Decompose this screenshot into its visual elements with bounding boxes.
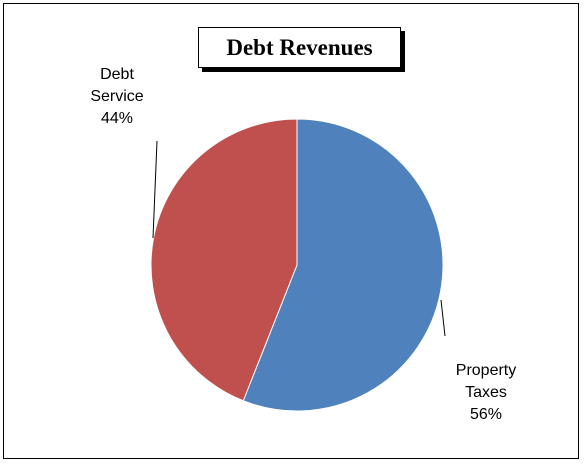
data-label-debt-service: Debt Service 44%	[90, 66, 143, 127]
pie-slice-debt-service	[150, 118, 298, 402]
chart-title: Debt Revenues	[198, 27, 401, 68]
leader-line-property-taxes	[440, 299, 446, 337]
pie-slice-property-taxes	[242, 118, 444, 412]
leader-line-debt-service	[152, 140, 158, 239]
data-label-property-taxes: Property Taxes 56%	[456, 362, 516, 423]
